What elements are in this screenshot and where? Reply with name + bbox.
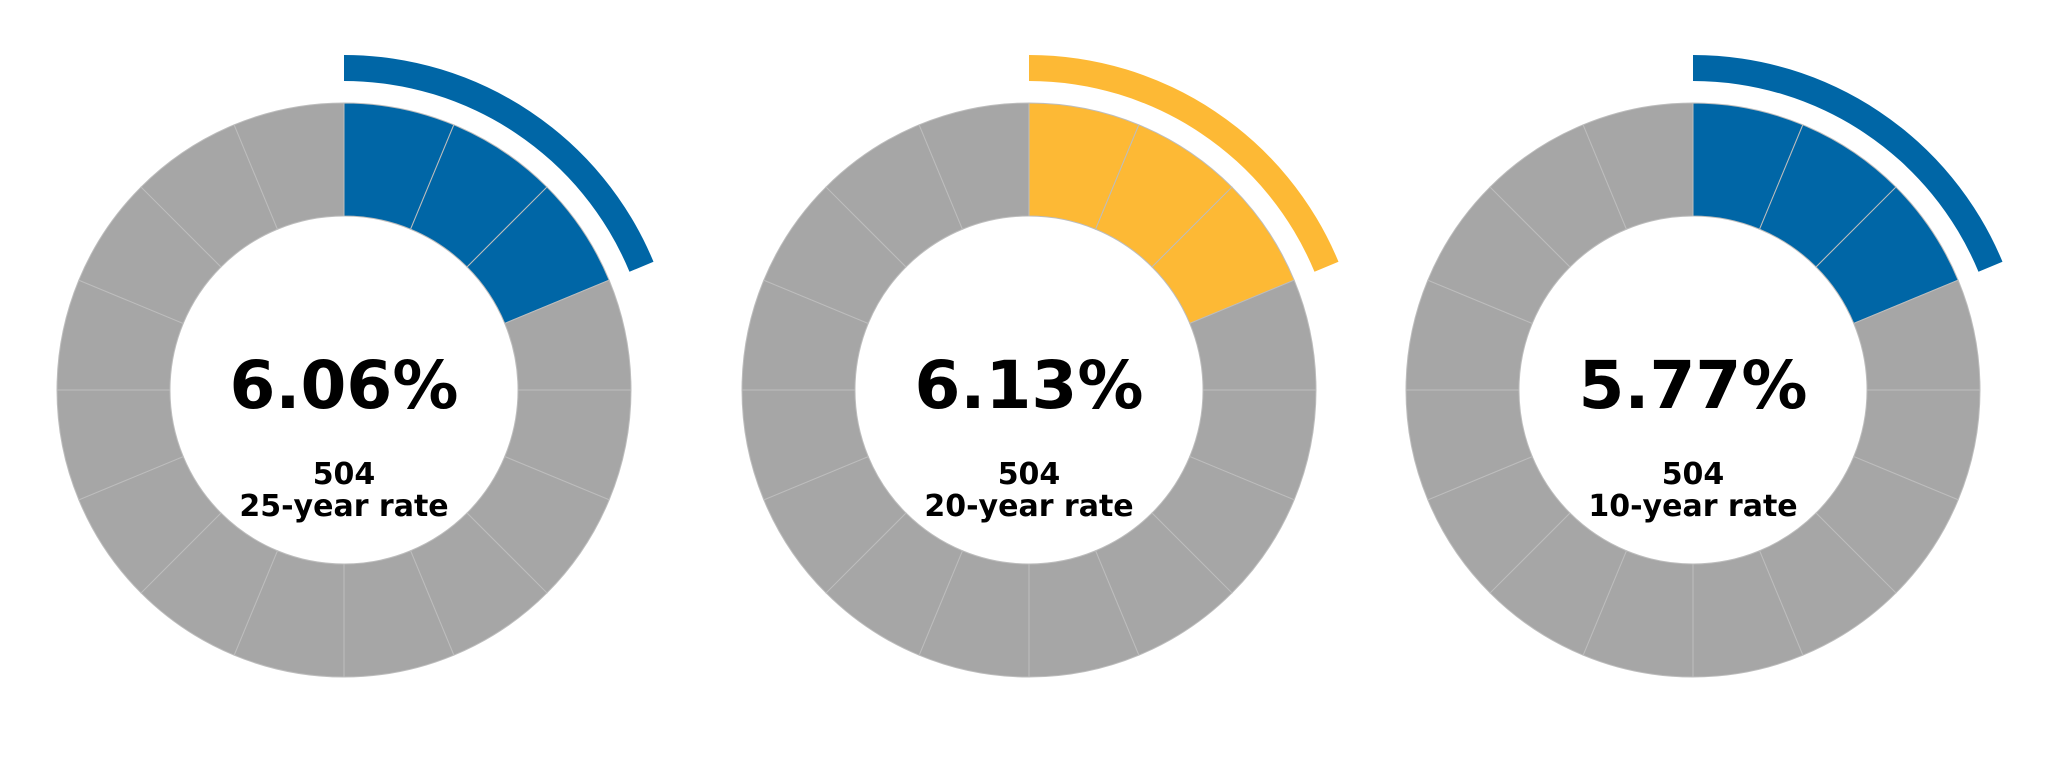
- term-label: 20-year rate: [924, 489, 1133, 524]
- gauge-outer-arc-group: [1029, 55, 1339, 272]
- gauge-segments: [741, 102, 1317, 678]
- gauge-segment-empty: [1582, 102, 1694, 230]
- term-label: 10-year rate: [1588, 489, 1797, 524]
- gauge-outer-arc: [1029, 55, 1339, 272]
- gauge-segment-empty: [233, 102, 345, 230]
- rate-value: 5.77%: [1579, 347, 1808, 424]
- gauge-25-year: 6.06% 504 25-year rate: [56, 55, 654, 678]
- program-label: 504: [998, 457, 1061, 492]
- gauge-segments: [1405, 102, 1981, 678]
- rate-value: 6.06%: [230, 347, 459, 424]
- gauge-outer-arc-group: [344, 55, 654, 272]
- gauge-20-year: 6.13% 504 20-year rate: [741, 55, 1339, 678]
- gauge-10-year: 5.77% 504 10-year rate: [1405, 55, 2003, 678]
- gauge-outer-arc: [1693, 55, 2003, 272]
- program-label: 504: [313, 457, 376, 492]
- gauge-outer-arc: [344, 55, 654, 272]
- term-label: 25-year rate: [239, 489, 448, 524]
- gauge-outer-arc-group: [1693, 55, 2003, 272]
- rate-value: 6.13%: [915, 347, 1144, 424]
- gauge-segments: [56, 102, 632, 678]
- gauge-segment-empty: [918, 102, 1030, 230]
- program-label: 504: [1662, 457, 1725, 492]
